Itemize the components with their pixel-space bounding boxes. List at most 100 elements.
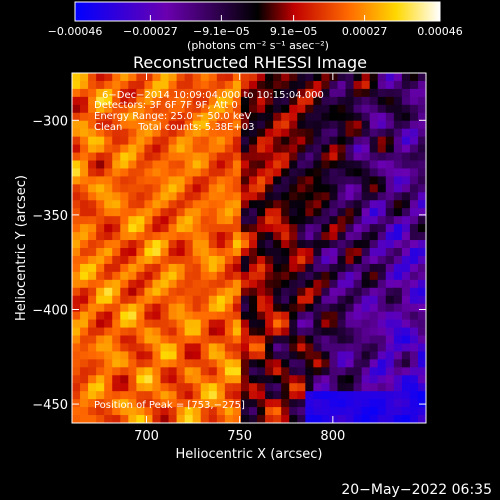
heatmap-cell bbox=[80, 367, 89, 376]
heatmap-cell bbox=[192, 327, 202, 337]
heatmap-cell bbox=[417, 168, 426, 177]
heatmap-cell bbox=[96, 112, 105, 122]
heatmap-cell bbox=[305, 224, 314, 233]
heatmap-cell bbox=[361, 120, 371, 130]
heatmap-cell bbox=[393, 391, 403, 400]
heatmap-cell bbox=[96, 144, 105, 154]
heatmap-cell bbox=[144, 96, 154, 106]
heatmap-cell bbox=[321, 375, 331, 384]
heatmap-cell bbox=[273, 200, 282, 209]
heatmap-cell bbox=[208, 73, 218, 82]
heatmap-cell bbox=[369, 152, 379, 162]
heatmap-cell bbox=[401, 295, 411, 305]
heatmap-cell bbox=[152, 311, 162, 321]
heatmap-cell bbox=[176, 311, 186, 321]
heatmap-cell bbox=[249, 375, 258, 384]
heatmap-cell bbox=[88, 136, 97, 146]
heatmap-cell bbox=[72, 271, 81, 281]
heatmap-cell bbox=[192, 104, 202, 114]
heatmap-cell bbox=[208, 335, 218, 345]
heatmap-cell bbox=[345, 80, 355, 90]
heatmap-cell bbox=[385, 287, 395, 297]
heatmap-cell bbox=[313, 120, 323, 130]
heatmap-cell bbox=[144, 73, 154, 82]
heatmap-cell bbox=[224, 144, 234, 154]
heatmap-cell bbox=[393, 295, 403, 305]
heatmap-cell bbox=[409, 343, 419, 352]
heatmap-cell bbox=[281, 343, 290, 352]
heatmap-cell bbox=[417, 152, 426, 162]
heatmap-cell bbox=[369, 224, 379, 233]
heatmap-cell bbox=[321, 367, 331, 376]
heatmap-cell bbox=[112, 255, 121, 265]
heatmap-cell bbox=[240, 263, 250, 273]
heatmap-cell bbox=[240, 359, 250, 368]
heatmap-cell bbox=[385, 104, 395, 114]
heatmap-cell bbox=[128, 263, 137, 273]
heatmap-cell bbox=[385, 240, 395, 249]
heatmap-cell bbox=[80, 104, 89, 114]
heatmap-cell bbox=[104, 359, 113, 368]
heatmap-cell bbox=[120, 295, 129, 305]
heatmap-cell bbox=[104, 144, 113, 154]
heatmap-cell bbox=[321, 144, 331, 154]
heatmap-cell bbox=[72, 240, 81, 249]
heatmap-cell bbox=[401, 80, 411, 90]
heatmap-cell bbox=[104, 407, 113, 416]
heatmap-cell bbox=[393, 399, 403, 408]
heatmap-cell bbox=[321, 295, 331, 305]
heatmap-cell bbox=[208, 327, 218, 337]
heatmap-cell bbox=[321, 192, 331, 201]
heatmap-cell bbox=[369, 160, 379, 170]
heatmap-cell bbox=[72, 216, 81, 225]
heatmap-cell bbox=[353, 367, 363, 376]
heatmap-cell bbox=[377, 407, 387, 416]
heatmap-cell bbox=[160, 184, 170, 193]
heatmap-cell bbox=[136, 303, 146, 313]
heatmap-cell bbox=[176, 224, 186, 233]
heatmap-cell bbox=[192, 263, 202, 273]
heatmap-cell bbox=[112, 200, 121, 209]
heatmap-cell bbox=[369, 80, 379, 90]
heatmap-cell bbox=[401, 184, 411, 193]
heatmap-cell bbox=[184, 367, 194, 376]
heatmap-cell bbox=[265, 112, 274, 122]
heatmap-cell bbox=[240, 343, 250, 352]
heatmap-cell bbox=[257, 208, 266, 217]
heatmap-cell bbox=[128, 200, 137, 209]
heatmap-cell bbox=[112, 367, 121, 376]
heatmap-cell bbox=[385, 224, 395, 233]
heatmap-cell bbox=[240, 192, 250, 201]
heatmap-cell bbox=[409, 136, 419, 146]
heatmap-cell bbox=[104, 415, 113, 423]
heatmap-cell bbox=[281, 120, 290, 130]
heatmap-cell bbox=[128, 80, 137, 90]
heatmap-cell bbox=[345, 248, 355, 257]
heatmap-cell bbox=[305, 112, 314, 122]
heatmap-cell bbox=[345, 136, 355, 146]
heatmap-cell bbox=[409, 391, 419, 400]
heatmap-cell bbox=[160, 136, 170, 146]
heatmap-cell bbox=[345, 176, 355, 185]
heatmap-cell bbox=[232, 287, 242, 297]
heatmap-cell bbox=[249, 192, 258, 201]
heatmap-cell bbox=[369, 367, 379, 376]
heatmap-cell bbox=[329, 160, 339, 170]
heatmap-cell bbox=[160, 335, 170, 345]
heatmap-cell bbox=[321, 224, 331, 233]
heatmap-cell bbox=[337, 255, 347, 265]
heatmap-cell bbox=[265, 184, 274, 193]
heatmap-cell bbox=[297, 399, 306, 408]
heatmap-cell bbox=[184, 351, 194, 360]
heatmap-cell bbox=[136, 208, 146, 217]
heatmap-cell bbox=[104, 335, 113, 345]
heatmap-cell bbox=[385, 232, 395, 241]
heatmap-cell bbox=[184, 176, 194, 185]
heatmap-cell bbox=[313, 216, 323, 225]
heatmap-cell bbox=[184, 88, 194, 98]
heatmap-cell bbox=[216, 136, 226, 146]
heatmap-cell bbox=[345, 327, 355, 337]
heatmap-cell bbox=[361, 168, 371, 177]
heatmap-cell bbox=[409, 295, 419, 305]
heatmap-cell bbox=[257, 367, 266, 376]
